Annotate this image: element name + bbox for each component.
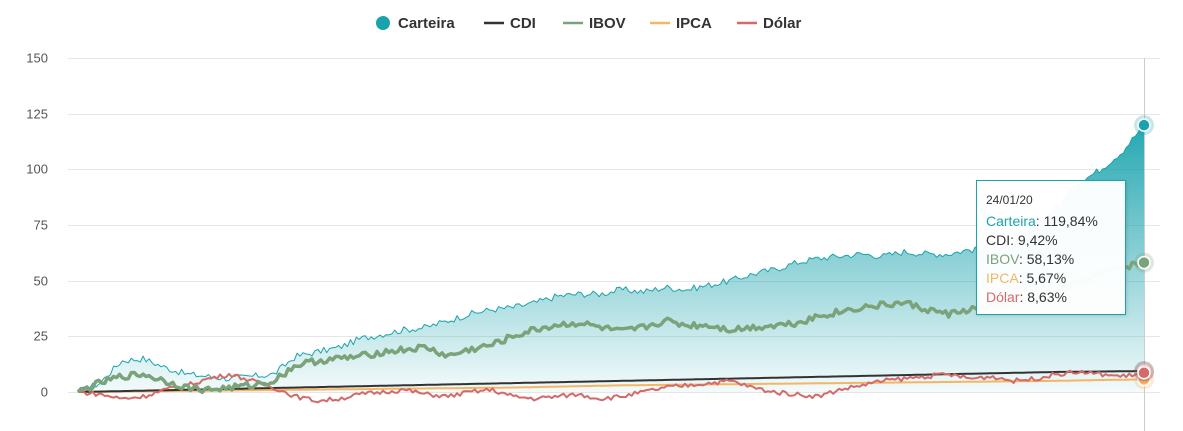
marker-dolar <box>1137 366 1151 380</box>
y-axis-ticks: 0 25 50 75 100 125 150 <box>26 51 48 400</box>
tooltip-value-ipca: 5,67% <box>1026 270 1067 286</box>
legend-item-dolar[interactable]: Dólar <box>737 15 802 32</box>
series-layer <box>76 124 1145 404</box>
y-tick-label-150: 150 <box>26 51 48 66</box>
marker-ibov <box>1137 255 1151 270</box>
tooltip-value-cdi: 9,42% <box>1017 232 1058 248</box>
series-ibov-line <box>76 260 1145 395</box>
tooltip-name-carteira: Carteira <box>986 213 1036 229</box>
marker-carteira <box>1137 118 1151 132</box>
legend-carteira-marker <box>376 16 390 30</box>
tooltip-name-ipca: IPCA <box>986 270 1019 286</box>
y-tick-label-100: 100 <box>26 162 48 177</box>
legend: Carteira CDI IBOV IPCA Dólar <box>376 15 802 32</box>
legend-cdi-label: CDI <box>510 15 536 32</box>
end-markers <box>1134 115 1154 390</box>
tooltip-name-cdi: CDI <box>986 232 1011 248</box>
tooltip-row-ibov: IBOV: 58,13% <box>986 251 1075 267</box>
legend-ibov-label: IBOV <box>589 15 626 32</box>
tooltip-value-dolar: 8,63% <box>1027 289 1067 305</box>
tooltip-row-cdi: CDI: 9,42% <box>986 232 1058 248</box>
y-tick-label-50: 50 <box>34 274 48 289</box>
y-tick-label-0: 0 <box>41 385 48 400</box>
tooltip-name-ibov: IBOV <box>986 251 1019 267</box>
tooltip-row-dolar: Dólar: 8,63% <box>986 289 1067 305</box>
legend-ipca-label: IPCA <box>676 15 712 32</box>
tooltip-name-dolar: Dólar <box>986 289 1020 305</box>
tooltip-value-carteira: 119,84% <box>1043 213 1098 229</box>
legend-item-ipca[interactable]: IPCA <box>650 15 712 32</box>
legend-item-cdi[interactable]: CDI <box>484 15 536 32</box>
tooltip-row-ipca: IPCA: 5,67% <box>986 270 1067 286</box>
legend-item-ibov[interactable]: IBOV <box>563 15 626 32</box>
y-tick-label-125: 125 <box>26 107 48 122</box>
series-carteira-line <box>77 124 1145 393</box>
tooltip-date: 24/01/20 <box>986 193 1033 207</box>
tooltip-row-carteira: Carteira: 119,84% <box>986 213 1098 229</box>
series-dolar-line <box>77 369 1145 404</box>
y-tick-label-75: 75 <box>34 218 48 233</box>
series-cdi-line <box>77 370 1145 393</box>
legend-dolar-label: Dólar <box>763 15 802 32</box>
legend-item-carteira[interactable]: Carteira <box>376 15 455 32</box>
tooltip: 24/01/20 Carteira: 119,84% CDI: 9,42% IB… <box>976 180 1126 315</box>
tooltip-value-ibov: 58,13% <box>1026 251 1075 267</box>
series-carteira-area <box>78 125 1144 392</box>
y-tick-label-25: 25 <box>34 329 48 344</box>
legend-carteira-label: Carteira <box>398 15 455 32</box>
series-ipca-line <box>78 378 1144 393</box>
